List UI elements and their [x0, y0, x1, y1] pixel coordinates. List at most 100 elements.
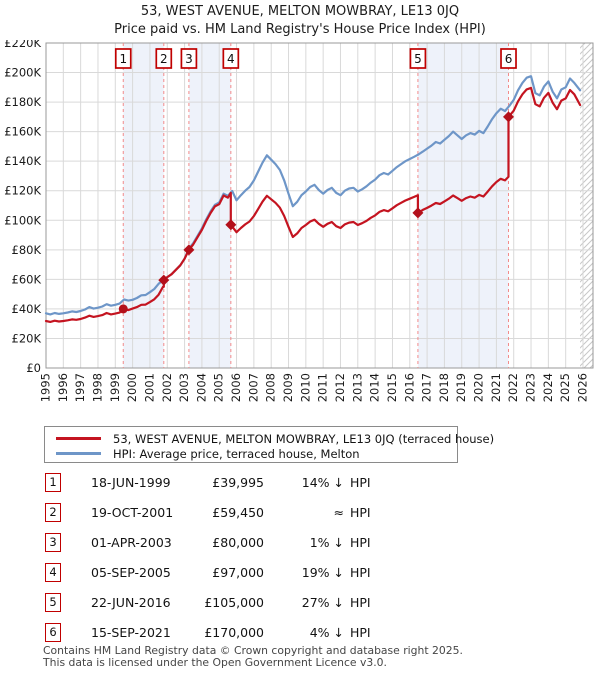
- sale-number-badge: 3: [45, 533, 61, 552]
- sale-date: 18-JUN-1999: [91, 475, 171, 490]
- legend-item: 53, WEST AVENUE, MELTON MOWBRAY, LE13 0J…: [56, 431, 494, 446]
- price-history-chart: 1 2 3 4 5 6£0£20K£40K£60K£80K£100K£120K£140K£…: [4, 40, 594, 402]
- sale-vs-hpi: 14% ↓: [301, 475, 344, 490]
- legend-line-sample-hpi: [56, 452, 101, 455]
- x-axis-label: 2003: [177, 373, 191, 402]
- y-axis-label: £80K: [12, 243, 42, 257]
- y-axis-label: £160K: [4, 125, 41, 139]
- sale-number-badge: 5: [45, 593, 61, 612]
- ownership-band: [123, 43, 164, 368]
- sale-markers: [118, 111, 515, 314]
- sale-number-label: 6: [505, 52, 513, 66]
- sale-number-box: [409, 48, 427, 69]
- sale-number-box: [500, 48, 517, 69]
- x-axis-label: 2023: [524, 373, 538, 402]
- sale-number-box: [222, 48, 240, 69]
- sale-row: 5 22-JUN-2016 £105,000 27% ↓ HPI: [0, 593, 600, 613]
- x-axis-label: 2005: [212, 373, 226, 402]
- license-line-2: This data is licensed under the Open Gov…: [43, 655, 387, 669]
- x-axis-label: 2010: [298, 373, 312, 402]
- sale-number-boxes: 1 2 3 4 5 6: [114, 48, 517, 69]
- x-axis-label: 2024: [541, 373, 555, 402]
- sale-number-label: 5: [414, 52, 422, 66]
- sale-number-badge: 4: [45, 563, 61, 582]
- sale-date: 01-APR-2003: [91, 535, 172, 550]
- y-axis-label: £140K: [4, 154, 41, 168]
- sale-number-label: 3: [185, 52, 193, 66]
- y-axis-label: £100K: [4, 213, 41, 227]
- x-axis-label: 2018: [437, 373, 451, 402]
- x-axis-label: 2025: [558, 373, 572, 402]
- legend-item: HPI: Average price, terraced house, Melt…: [56, 446, 457, 461]
- chart-legend: 53, WEST AVENUE, MELTON MOWBRAY, LE13 0J…: [44, 426, 494, 463]
- x-axis-label: 2021: [489, 373, 503, 402]
- sale-price: £170,000: [204, 625, 264, 640]
- x-axis-label: 1999: [108, 373, 122, 402]
- sale-hpi-suffix: HPI: [350, 535, 371, 550]
- sale-marker: [118, 304, 128, 314]
- y-axis-label: £120K: [4, 184, 41, 198]
- sale-marker: [158, 274, 170, 286]
- sale-vs-hpi: 4% ↓: [309, 625, 344, 640]
- sale-hpi-suffix: HPI: [350, 595, 371, 610]
- ownership-band: [188, 43, 231, 368]
- sale-price: £59,450: [212, 505, 264, 520]
- sale-date: 22-JUN-2016: [91, 595, 171, 610]
- x-axis-label: 1996: [56, 373, 70, 402]
- sale-number-label: 2: [160, 52, 168, 66]
- price-bands: [123, 43, 509, 368]
- page-title: 53, WEST AVENUE, MELTON MOWBRAY, LE13 0J…: [140, 4, 460, 19]
- sale-number-badge: 6: [45, 623, 61, 642]
- sale-marker: [183, 244, 195, 256]
- license-line-1: Contains HM Land Registry data © Crown c…: [43, 644, 463, 657]
- sale-price: £105,000: [204, 595, 264, 610]
- y-axis-label: £200K: [4, 66, 41, 80]
- plot-border: [45, 42, 594, 369]
- legend-label: 53, WEST AVENUE, MELTON MOWBRAY, LE13 0J…: [113, 431, 495, 446]
- sale-date: 19-OCT-2001: [91, 505, 174, 520]
- x-axis-label: 2013: [350, 373, 364, 402]
- x-axis-label: 2015: [385, 373, 399, 402]
- y-axis-label: £180K: [4, 95, 41, 109]
- sale-number-box: [114, 48, 132, 69]
- y-axis-label: £0: [26, 361, 41, 375]
- x-axis-label: 2009: [281, 373, 295, 402]
- sale-hpi-suffix: HPI: [350, 625, 371, 640]
- sale-price: £39,995: [212, 475, 264, 490]
- x-axis-label: 2004: [194, 373, 208, 402]
- x-axis-label: 2000: [125, 373, 139, 402]
- x-axis-label: 2011: [316, 373, 330, 402]
- sale-number-box: [180, 48, 198, 69]
- sale-date: 15-SEP-2021: [91, 625, 171, 640]
- x-axis-label: 2014: [368, 373, 382, 402]
- sale-vs-hpi: 1% ↓: [309, 535, 344, 550]
- future-hatch: [580, 43, 593, 368]
- sale-vs-hpi: 27% ↓: [301, 595, 344, 610]
- sale-row: 1 18-JUN-1999 £39,995 14% ↓ HPI: [0, 473, 600, 493]
- sale-row: 2 19-OCT-2001 £59,450 ≈ HPI: [0, 503, 600, 523]
- x-axis-label: 2022: [506, 373, 520, 402]
- sale-row: 3 01-APR-2003 £80,000 1% ↓ HPI: [0, 533, 600, 553]
- sale-number-label: 1: [119, 52, 127, 66]
- sale-number-badge: 1: [45, 473, 61, 492]
- sale-marker: [225, 219, 237, 231]
- x-axis-label: 2017: [420, 373, 434, 402]
- sale-vs-hpi: ≈: [333, 505, 344, 520]
- sale-number-label: 4: [227, 52, 235, 66]
- sale-price: £97,000: [212, 565, 264, 580]
- x-axis-label: 2007: [246, 373, 260, 402]
- x-axis-labels: 1995 1996 1997 1998 1999 2000 2001 2002 2003 2004…: [39, 373, 590, 402]
- sale-vs-hpi: 19% ↓: [301, 565, 344, 580]
- y-axis-label: £20K: [12, 331, 42, 345]
- x-axis-label: 1998: [90, 373, 104, 402]
- x-axis-label: 2006: [229, 373, 243, 402]
- x-axis-label: 2012: [333, 373, 347, 402]
- sale-hpi-suffix: HPI: [350, 565, 371, 580]
- y-axis-labels: £0 £20K £40K £60K £80K £100K £120K £140K £160K £1…: [4, 40, 41, 375]
- sale-row: 4 05-SEP-2005 £97,000 19% ↓ HPI: [0, 563, 600, 583]
- sale-marker: [503, 111, 515, 123]
- page-subtitle: Price paid vs. HM Land Registry's House …: [114, 22, 486, 37]
- x-axis-label: 2016: [402, 373, 416, 402]
- x-axis-label: 2020: [472, 373, 486, 402]
- hpi-series-line: [44, 75, 582, 316]
